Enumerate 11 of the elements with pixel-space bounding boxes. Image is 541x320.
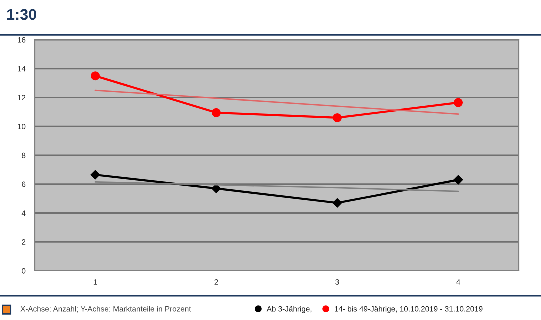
point <box>454 175 464 185</box>
point <box>212 108 222 118</box>
line-series <box>94 182 460 192</box>
point <box>332 113 342 122</box>
point <box>90 170 100 180</box>
line-series <box>94 90 460 116</box>
point <box>90 72 100 81</box>
point <box>454 98 464 108</box>
point <box>212 184 222 194</box>
chart-title: 1:30 <box>7 9 36 20</box>
point <box>332 198 342 208</box>
